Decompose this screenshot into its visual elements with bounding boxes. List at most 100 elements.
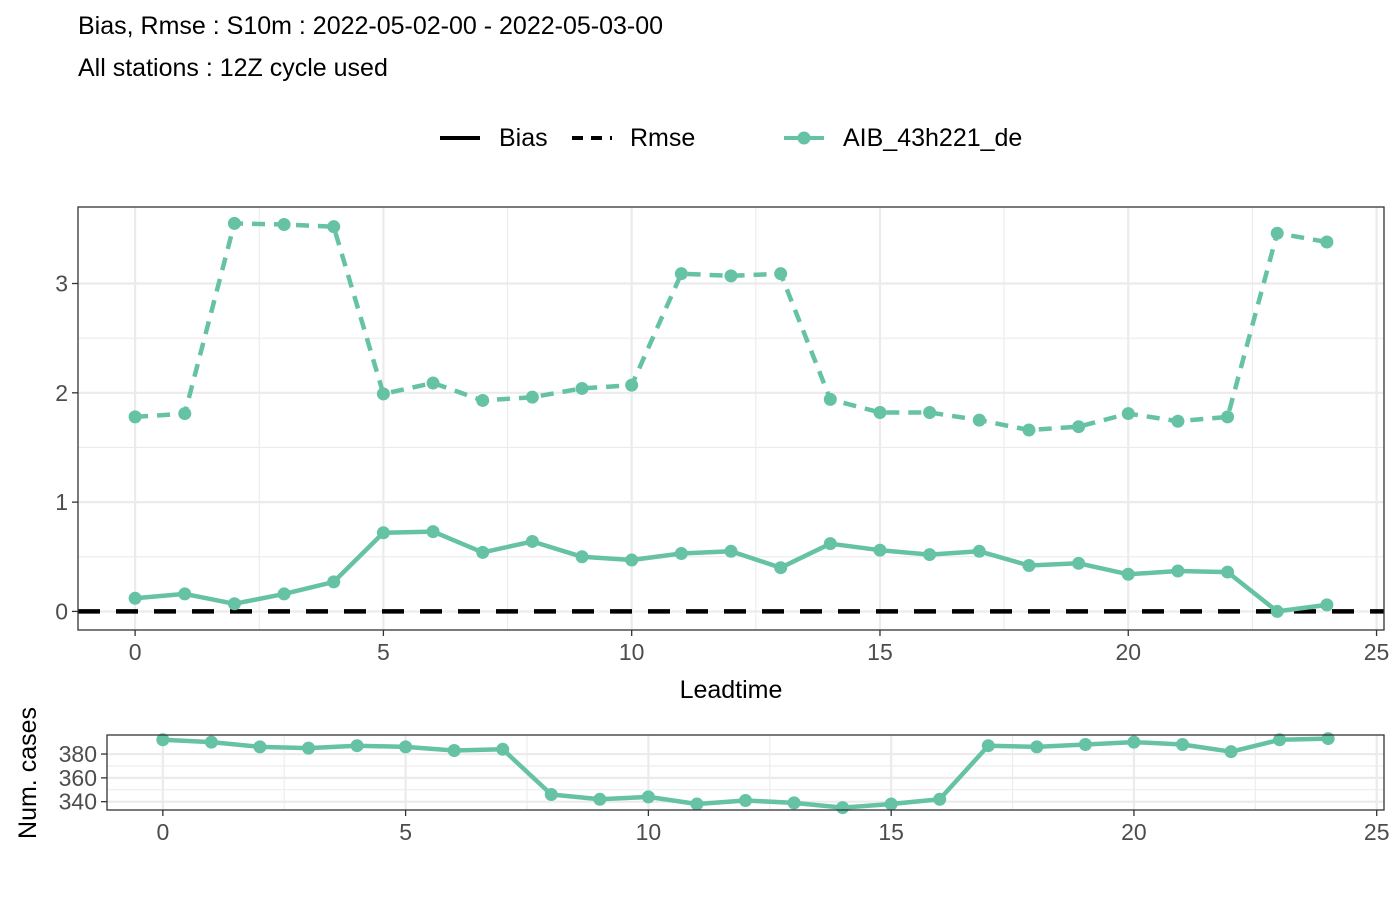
- num-cases-series-point: [204, 735, 218, 749]
- x-tick-label: 15: [867, 639, 893, 665]
- bias-series-point: [327, 575, 341, 589]
- rmse-series-point: [1072, 420, 1086, 434]
- rmse-series-point: [625, 378, 639, 392]
- count-y-axis-title: Num. cases: [14, 707, 42, 839]
- main-axis-ticks: 0 5 10 15 20 25 0 1 2 3: [55, 271, 1389, 665]
- rmse-series-point: [873, 405, 887, 419]
- y-tick-label: 360: [59, 765, 97, 791]
- num-cases-series-point: [156, 733, 170, 747]
- bias-series-point: [575, 550, 589, 564]
- bias-series-point: [1171, 564, 1185, 578]
- rmse-series-point: [227, 216, 241, 230]
- num-cases-series-point: [496, 742, 510, 756]
- num-cases-series-point: [884, 797, 898, 811]
- bias-series-point: [1022, 559, 1036, 573]
- num-cases-series-point: [1224, 745, 1238, 759]
- rmse-series-point: [128, 410, 142, 424]
- rmse-series-point: [724, 269, 738, 283]
- num-cases-series-point: [739, 793, 752, 807]
- num-cases-series-point: [933, 792, 947, 806]
- count-panel-border: [106, 734, 1385, 811]
- bias-series-point: [923, 548, 937, 562]
- rmse-series-point: [674, 267, 688, 281]
- x-tick-label: 20: [1115, 639, 1141, 665]
- x-tick-label: 25: [1364, 819, 1390, 845]
- count-series: [156, 732, 1335, 815]
- legend: Bias Rmse AIB_43h221_de: [440, 124, 1022, 152]
- num-cases-series-point: [1175, 738, 1189, 752]
- rmse-series-point: [327, 220, 341, 234]
- y-tick-label: 1: [55, 489, 68, 515]
- bias-series-point: [774, 561, 788, 575]
- bias-series-point: [1072, 556, 1086, 570]
- rmse-series-point: [923, 405, 937, 419]
- x-tick-label: 25: [1364, 639, 1390, 665]
- main-panel: 0 5 10 15 20 25 0 1 2 3 Leadtime: [55, 206, 1389, 704]
- rmse-series-point: [1221, 410, 1235, 424]
- bias-series-point: [1270, 604, 1284, 618]
- rmse-series-point: [1270, 226, 1284, 240]
- chart-subtitle: All stations : 12Z cycle used: [78, 54, 388, 82]
- x-tick-label: 20: [1121, 819, 1147, 845]
- legend-model-key-point: [797, 131, 811, 145]
- bias-series-point: [128, 591, 142, 605]
- rmse-series-point: [1121, 407, 1135, 421]
- num-cases-series-point: [253, 740, 267, 754]
- rmse-series-point: [1320, 235, 1334, 249]
- bias-series-point: [525, 534, 539, 548]
- rmse-series-point: [1171, 414, 1185, 428]
- num-cases-series-point: [544, 788, 558, 802]
- bias-series-point: [1121, 567, 1135, 581]
- rmse-series-point: [525, 390, 539, 404]
- bias-series-point: [674, 546, 688, 560]
- y-tick-label: 380: [59, 741, 97, 767]
- bias-series-point: [476, 545, 490, 559]
- main-panel-border: [77, 206, 1385, 631]
- bias-series-point: [823, 537, 837, 551]
- rmse-series-point: [178, 407, 192, 421]
- num-cases-series-point: [593, 792, 607, 806]
- y-tick-label: 2: [55, 380, 68, 406]
- rmse-series-point: [277, 217, 291, 231]
- rmse-series-point: [426, 376, 440, 390]
- x-tick-label: 15: [878, 819, 904, 845]
- legend-model-label: AIB_43h221_de: [843, 124, 1022, 152]
- bias-series-point: [277, 587, 291, 601]
- y-tick-label: 340: [59, 789, 97, 815]
- num-cases-series-point: [690, 797, 704, 811]
- num-cases-series-point: [1273, 733, 1287, 747]
- num-cases-series-point: [836, 801, 850, 815]
- num-cases-series-point: [787, 796, 801, 810]
- num-cases-series-point: [1321, 732, 1335, 746]
- x-tick-label: 10: [619, 639, 645, 665]
- x-tick-label: 0: [129, 639, 142, 665]
- rmse-series-point: [376, 387, 390, 401]
- x-tick-label: 10: [636, 819, 662, 845]
- bias-series-point: [227, 597, 241, 611]
- x-tick-label: 5: [399, 819, 412, 845]
- count-gridlines: [107, 735, 1384, 810]
- legend-rmse-label: Rmse: [630, 124, 695, 152]
- num-cases-series-point: [1078, 738, 1092, 752]
- rmse-series-point: [1022, 423, 1036, 437]
- chart-title: Bias, Rmse : S10m : 2022-05-02-00 - 2022…: [78, 12, 663, 40]
- num-cases-series-point: [981, 739, 995, 753]
- y-tick-label: 3: [55, 271, 68, 297]
- bias-series-point: [178, 587, 192, 601]
- num-cases-series-point: [1030, 740, 1044, 754]
- x-axis-title: Leadtime: [680, 676, 783, 704]
- y-tick-label: 0: [55, 598, 68, 624]
- x-tick-label: 0: [156, 819, 169, 845]
- num-cases-series-point: [302, 741, 316, 755]
- legend-bias-label: Bias: [499, 124, 548, 152]
- bias-series-point: [873, 543, 887, 557]
- num-cases-series-point: [350, 739, 364, 753]
- num-cases-series-point: [641, 790, 655, 804]
- num-cases-series-point: [1127, 735, 1141, 749]
- bias-series-point: [376, 526, 390, 540]
- bias-series-point: [1320, 598, 1334, 612]
- main-series: [128, 216, 1334, 618]
